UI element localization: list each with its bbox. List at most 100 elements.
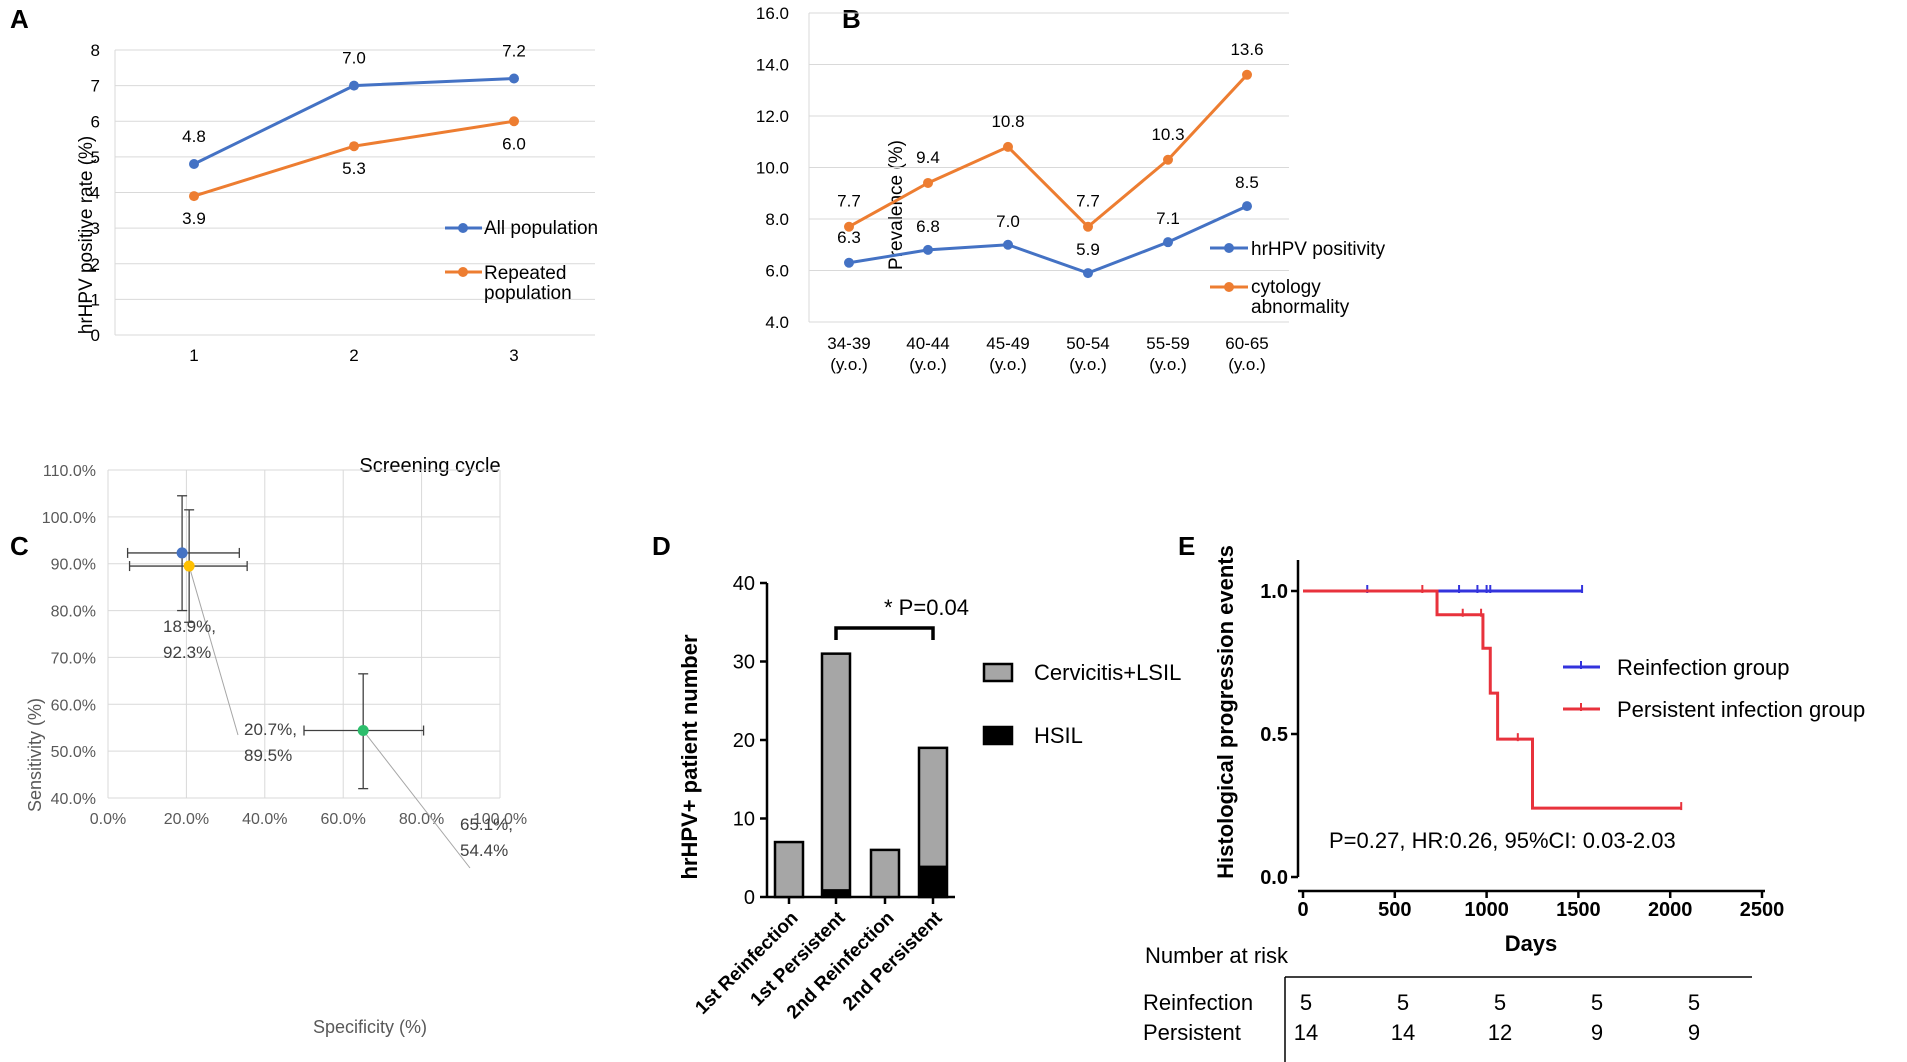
panel-a-xtick: 1 [189,346,198,365]
panel-a-data-label: 4.8 [182,127,206,146]
panel-b-ytick: 10.0 [756,159,789,178]
panel-b-series-line [848,204,1248,275]
panel-c-ytick: 80.0% [51,604,96,621]
panel-c-ytick: 60.0% [51,697,96,714]
panel-d-ylabel: hrHPV+ patient number [677,634,702,880]
panel-b-data-label: 10.3 [1151,125,1184,144]
panel-d-legend-label: HSIL [1034,723,1083,748]
panel-e-xtick: 0 [1297,899,1308,921]
panel-e-xtick: 1500 [1556,899,1601,921]
panel-c-leader-line [362,730,471,869]
panel-d-bar-cervicitis [869,848,901,899]
panel-e-xtick: 2500 [1740,899,1785,921]
panel-c-ytick: 50.0% [51,744,96,761]
panel-a-data-label: 7.0 [342,49,366,68]
panel-a-legend-label: Repeated [484,263,566,284]
risk-table-title: Number at risk [1145,943,1289,968]
panel-b-xtick: 60-65 [1225,334,1268,353]
panel-label-a: A [10,4,29,34]
panel-c-ytick: 70.0% [51,650,96,667]
panel-a-point [349,80,359,91]
panel-a-point [189,159,199,169]
panel-b-ylabel: Prevalence (%) [886,140,907,270]
panel-b-point [1242,69,1252,80]
panel-c-point-label: 18.9%, [163,617,216,636]
risk-table-cell: 9 [1591,1020,1603,1045]
panel-e-ytick: 0.0 [1260,867,1288,889]
panel-a-legend-marker [458,267,468,277]
panel-e-km-curve [1303,589,1682,810]
panel-d-bar-cervicitis [820,652,852,899]
panel-e-ylabel: Histological progression events [1213,545,1238,879]
panel-b-xtick: 50-54 [1066,334,1109,353]
panel-c-point-label: 92.3% [163,643,211,662]
panel-b-point [923,177,933,188]
risk-table-cell: 5 [1494,990,1506,1015]
panel-b-point [1003,141,1013,152]
panel-b-point [923,244,933,255]
panel-b-data-label: 8.5 [1235,173,1259,192]
panel-c-xtick: 40.0% [242,811,287,828]
panel-b-xtick: 34-39 [827,334,870,353]
panel-b-point [1242,201,1252,212]
panel-e-xtick: 500 [1378,899,1411,921]
panel-a-legend-marker [458,223,468,233]
panel-b-series-line [848,73,1249,229]
panel-b-point [1163,154,1173,165]
panel-label-d: D [652,531,671,561]
panel-d-significance-bracket [834,626,935,640]
panel-d-ytick: 30 [733,652,755,674]
panel-label-e: E [1178,531,1195,561]
panel-d-legend-label: Cervicitis+LSIL [1034,660,1181,685]
panel-e-ytick: 0.5 [1260,724,1288,746]
risk-table-cell: 5 [1397,990,1409,1015]
panel-b-data-label: 13.6 [1230,40,1263,59]
panel-c-point-label: 54.4% [460,841,508,860]
panel-e-xtick: 2000 [1648,899,1693,921]
panel-b-ytick: 6.0 [765,262,789,281]
panel-b-ytick: 8.0 [765,210,789,229]
panel-a-ytick: 2 [91,255,100,274]
panel-a-point [349,141,359,152]
panel-a-ytick: 7 [91,77,100,96]
panel-c-point [183,560,195,572]
panel-e-xtick: 1000 [1464,899,1509,921]
panel-b-xtick: 45-49 [986,334,1029,353]
panel-a-ytick: 1 [91,290,100,309]
risk-table-cell: 5 [1591,990,1603,1015]
panel-b-point [1163,237,1173,248]
panel-b-ytick: 16.0 [756,4,789,23]
panel-d-ytick: 40 [733,573,755,595]
risk-table-cell: 14 [1294,1020,1318,1045]
panel-a-point [509,73,519,84]
panel-label-c: C [10,531,29,561]
risk-row-label-reinfection: Reinfection [1143,990,1253,1015]
panel-a-data-label: 6.0 [502,134,526,153]
panel-a-ytick: 8 [91,41,100,60]
panel-d-bar-hsil [822,889,850,897]
panel-b-legend-label: abnormality [1251,297,1350,318]
panel-b-data-label: 7.7 [1076,192,1100,211]
panel-label-b: B [842,4,861,34]
panel-b-xtick: (y.o.) [909,355,946,374]
panel-b-ytick: 14.0 [756,56,789,75]
panel-b-legend-marker [1224,282,1234,292]
panel-c-xlabel: Specificity (%) [313,1017,427,1037]
panel-a-ytick: 0 [91,326,100,345]
panel-a-ytick: 5 [91,148,100,167]
panel-a-data-label: 3.9 [182,209,206,228]
risk-table-cell: 14 [1391,1020,1415,1045]
panel-c-xtick: 60.0% [321,811,366,828]
panel-a-legend-label: population [484,283,572,304]
panel-c-ylabel: Sensitivity (%) [25,698,45,812]
panel-a-point [189,191,199,202]
panel-a-point [509,116,519,127]
panel-b-legend-label: cytology [1251,277,1321,298]
panel-b-data-label: 7.1 [1156,209,1180,228]
panel-b-point [1083,221,1093,232]
panel-b-xtick: (y.o.) [1228,355,1265,374]
risk-row-label-persistent: Persistent [1143,1020,1241,1045]
panel-c-xtick: 20.0% [164,811,209,828]
panel-d-legend-swatch [982,725,1014,746]
